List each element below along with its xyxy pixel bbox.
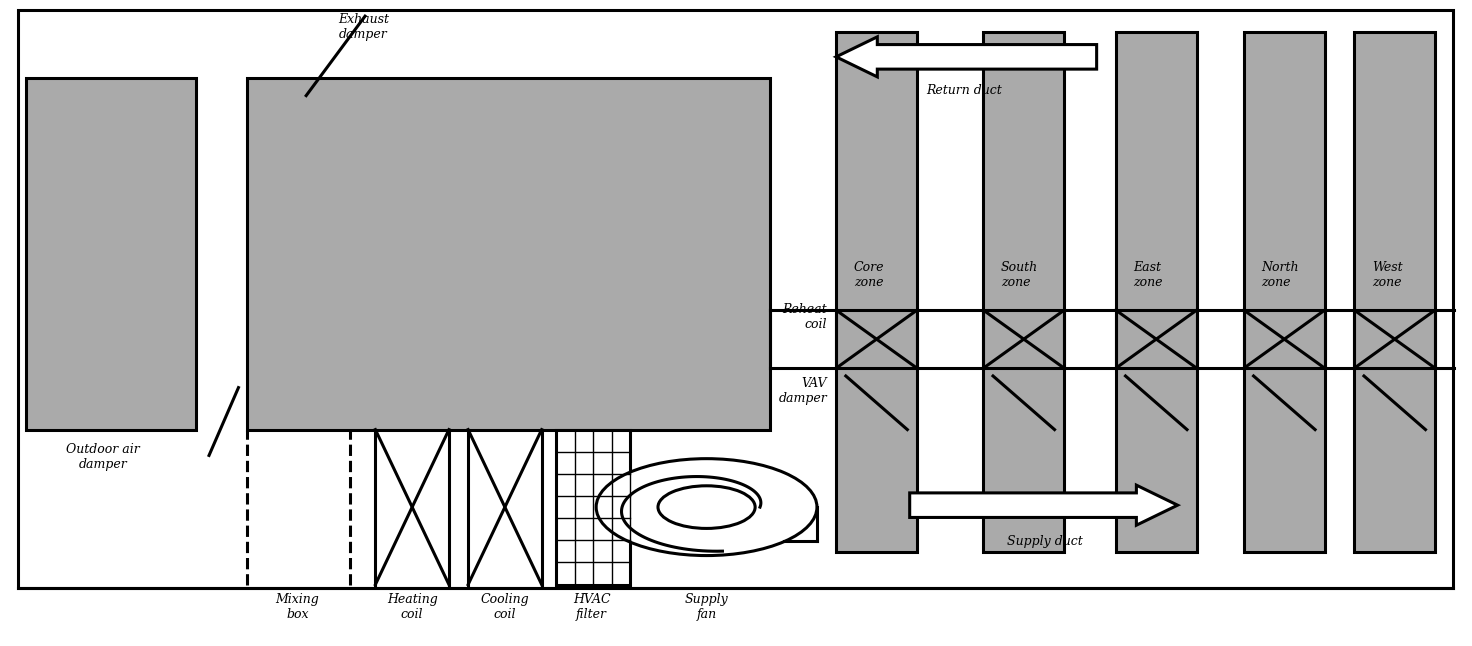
Bar (26, 78, 196, 430)
FancyArrow shape (910, 485, 1178, 525)
Text: Mixing
box: Mixing box (275, 593, 319, 621)
Bar (836, 32, 917, 552)
Text: Heating
coil: Heating coil (387, 593, 437, 621)
Bar (556, 430, 630, 585)
Text: Cooling
coil: Cooling coil (480, 593, 530, 621)
Bar (247, 78, 770, 430)
Text: HVAC
filter: HVAC filter (573, 593, 611, 621)
Bar (1116, 32, 1197, 552)
Text: Supply duct: Supply duct (1007, 535, 1083, 548)
Text: VAV
damper: VAV damper (779, 377, 827, 405)
Bar (1244, 32, 1325, 552)
Text: West
zone: West zone (1372, 260, 1403, 289)
FancyArrow shape (836, 37, 1097, 77)
Text: North
zone: North zone (1262, 260, 1298, 289)
Text: Core
zone: Core zone (854, 260, 885, 289)
Text: Supply
fan: Supply fan (684, 593, 729, 621)
Bar (983, 32, 1064, 552)
Bar (18, 10, 1453, 588)
Bar (1354, 32, 1435, 552)
Text: Reheat
coil: Reheat coil (783, 302, 827, 331)
Text: Exhaust
damper: Exhaust damper (339, 13, 390, 41)
Text: Return duct: Return duct (926, 84, 1002, 97)
Circle shape (596, 459, 817, 556)
Text: East
zone: East zone (1133, 260, 1163, 289)
Text: Outdoor air
damper: Outdoor air damper (66, 443, 140, 470)
Circle shape (658, 486, 755, 528)
Text: South
zone: South zone (1001, 260, 1038, 289)
